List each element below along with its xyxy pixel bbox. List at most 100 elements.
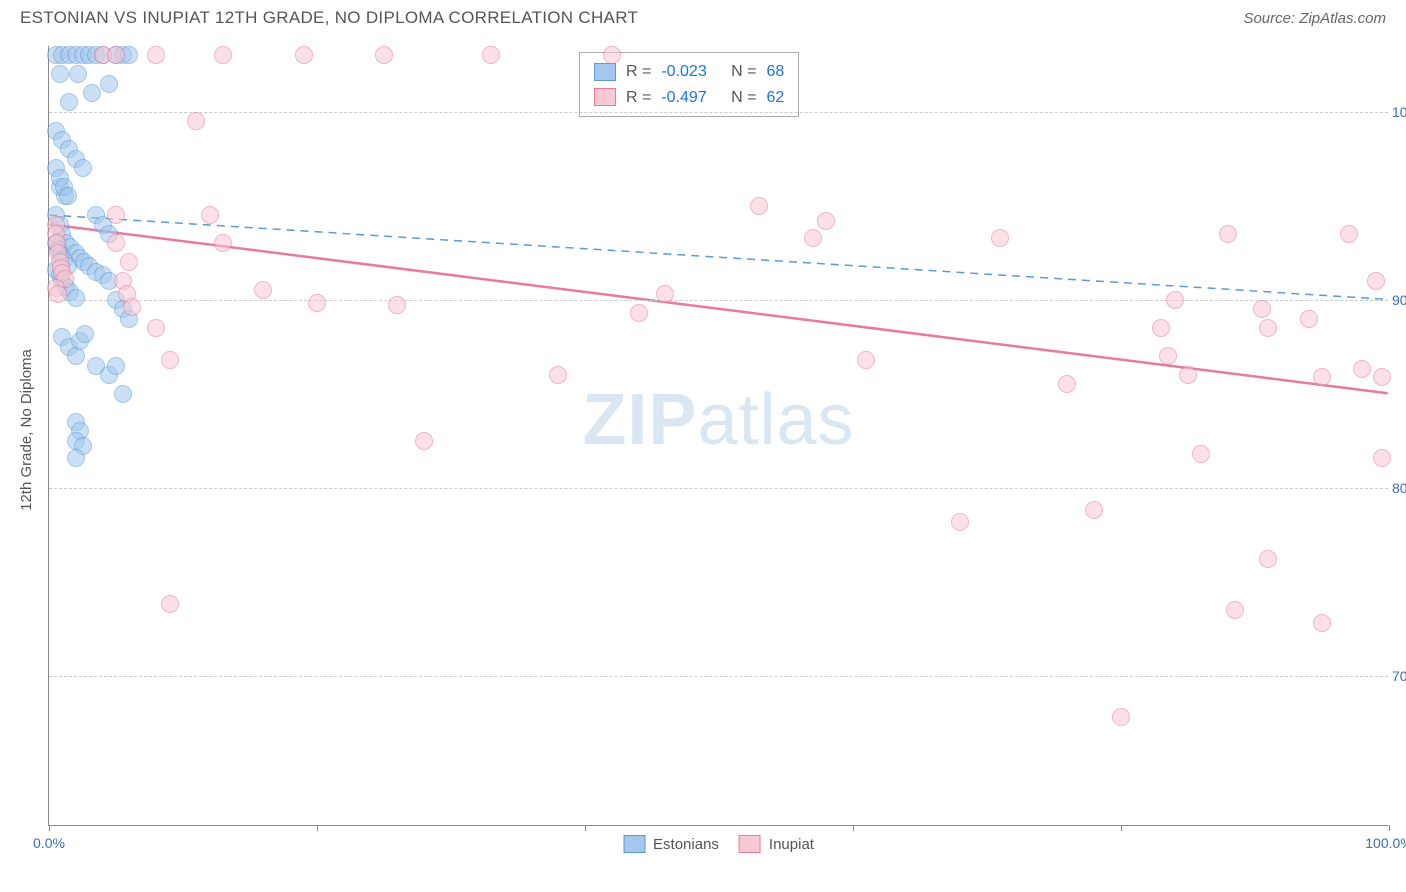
data-point-inupiat <box>603 46 621 64</box>
data-point-inupiat <box>120 253 138 271</box>
y-tick-label: 90.0% <box>1392 292 1406 308</box>
data-point-inupiat <box>308 294 326 312</box>
y-tick-label: 100.0% <box>1392 104 1406 120</box>
data-point-inupiat <box>49 285 67 303</box>
r-value-inupiat: -0.497 <box>661 85 706 111</box>
r-value-estonians: -0.023 <box>661 59 706 85</box>
trend-line-estonians <box>49 215 1387 299</box>
data-point-inupiat <box>630 304 648 322</box>
data-point-inupiat <box>214 46 232 64</box>
data-point-inupiat <box>147 46 165 64</box>
data-point-estonians <box>67 347 85 365</box>
data-point-inupiat <box>123 298 141 316</box>
chart-header: ESTONIAN VS INUPIAT 12TH GRADE, NO DIPLO… <box>0 0 1406 34</box>
n-label: N = <box>731 59 756 85</box>
data-point-inupiat <box>107 206 125 224</box>
watermark-bold: ZIP <box>582 380 697 460</box>
x-tick <box>317 825 318 831</box>
grid-line <box>49 488 1388 489</box>
data-point-inupiat <box>107 234 125 252</box>
legend-label: Estonians <box>653 836 719 853</box>
data-point-estonians <box>74 159 92 177</box>
scatter-chart: ZIPatlas R = -0.023 N = 68 R = -0.497 N … <box>48 46 1388 826</box>
data-point-inupiat <box>951 513 969 531</box>
data-point-inupiat <box>161 595 179 613</box>
data-point-estonians <box>59 187 77 205</box>
data-point-inupiat <box>1373 368 1391 386</box>
data-point-inupiat <box>187 112 205 130</box>
x-tick-label: 100.0% <box>1365 835 1406 851</box>
x-tick <box>1121 825 1122 831</box>
data-point-inupiat <box>254 281 272 299</box>
data-point-estonians <box>60 93 78 111</box>
grid-line <box>49 300 1388 301</box>
data-point-inupiat <box>201 206 219 224</box>
data-point-inupiat <box>1226 601 1244 619</box>
data-point-inupiat <box>1085 501 1103 519</box>
n-label: N = <box>731 85 756 111</box>
n-value-estonians: 68 <box>767 59 785 85</box>
data-point-inupiat <box>295 46 313 64</box>
n-value-inupiat: 62 <box>767 85 785 111</box>
data-point-inupiat <box>1152 319 1170 337</box>
watermark-light: atlas <box>697 380 854 460</box>
x-tick-label: 0.0% <box>33 835 65 851</box>
data-point-inupiat <box>991 229 1009 247</box>
r-label: R = <box>626 85 651 111</box>
data-point-inupiat <box>857 351 875 369</box>
r-label: R = <box>626 59 651 85</box>
data-point-inupiat <box>147 319 165 337</box>
data-point-inupiat <box>107 46 125 64</box>
data-point-inupiat <box>1058 375 1076 393</box>
data-point-inupiat <box>161 351 179 369</box>
chart-source: Source: ZipAtlas.com <box>1243 10 1386 27</box>
x-tick <box>585 825 586 831</box>
data-point-inupiat <box>1373 449 1391 467</box>
data-point-inupiat <box>388 296 406 314</box>
data-point-inupiat <box>549 366 567 384</box>
data-point-inupiat <box>1367 272 1385 290</box>
data-point-inupiat <box>804 229 822 247</box>
x-tick <box>49 825 50 831</box>
y-axis-label: 12th Grade, No Diploma <box>18 349 35 511</box>
data-point-inupiat <box>1259 550 1277 568</box>
watermark: ZIPatlas <box>582 379 854 461</box>
swatch-inupiat <box>594 88 616 106</box>
data-point-estonians <box>67 289 85 307</box>
chart-title: ESTONIAN VS INUPIAT 12TH GRADE, NO DIPLO… <box>20 8 638 28</box>
legend-item-estonians: Estonians <box>623 835 719 853</box>
data-point-inupiat <box>1313 368 1331 386</box>
data-point-inupiat <box>1192 445 1210 463</box>
data-point-inupiat <box>1112 708 1130 726</box>
series-legend: Estonians Inupiat <box>623 835 814 853</box>
x-tick <box>853 825 854 831</box>
trend-lines <box>49 46 1388 825</box>
data-point-inupiat <box>1253 300 1271 318</box>
swatch-estonians <box>594 63 616 81</box>
legend-item-inupiat: Inupiat <box>739 835 814 853</box>
x-tick <box>1389 825 1390 831</box>
data-point-inupiat <box>375 46 393 64</box>
y-tick-label: 70.0% <box>1392 668 1406 684</box>
data-point-estonians <box>69 65 87 83</box>
data-point-estonians <box>76 325 94 343</box>
data-point-estonians <box>83 84 101 102</box>
data-point-inupiat <box>656 285 674 303</box>
data-point-inupiat <box>482 46 500 64</box>
data-point-estonians <box>51 65 69 83</box>
data-point-inupiat <box>1259 319 1277 337</box>
grid-line <box>49 676 1388 677</box>
swatch-inupiat <box>739 835 761 853</box>
data-point-inupiat <box>1179 366 1197 384</box>
data-point-estonians <box>114 385 132 403</box>
data-point-estonians <box>107 357 125 375</box>
data-point-inupiat <box>415 432 433 450</box>
data-point-inupiat <box>750 197 768 215</box>
data-point-inupiat <box>1166 291 1184 309</box>
data-point-estonians <box>67 449 85 467</box>
data-point-inupiat <box>1219 225 1237 243</box>
grid-line <box>49 112 1388 113</box>
legend-label: Inupiat <box>769 836 814 853</box>
data-point-inupiat <box>214 234 232 252</box>
correlation-row-estonians: R = -0.023 N = 68 <box>594 59 784 85</box>
